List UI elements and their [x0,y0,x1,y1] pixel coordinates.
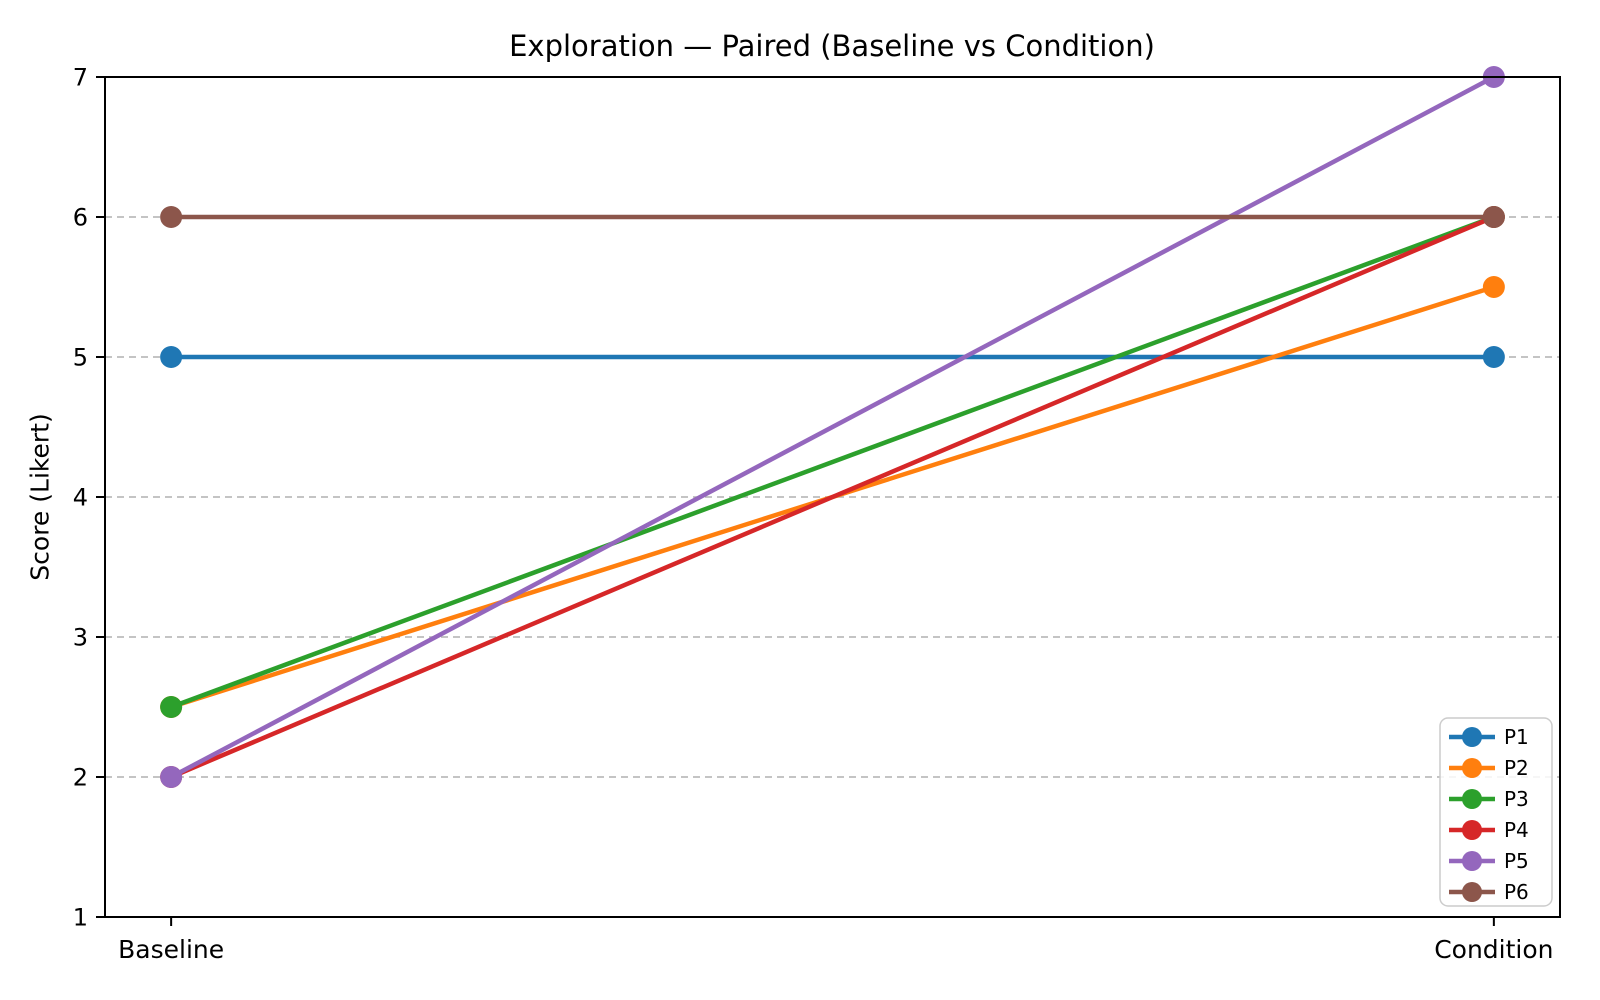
y-tick-label-1: 1 [73,904,88,932]
series-marker-P3-baseline [160,696,183,718]
legend-marker-P4 [1462,820,1482,840]
legend-label-P2: P2 [1504,756,1529,780]
x-tick-label-condition: Condition [1434,935,1553,964]
y-tick-label-2: 2 [73,764,88,792]
series-line-P4 [170,214,1495,780]
series-marker-P1-baseline [160,346,183,368]
legend-label-P6: P6 [1504,880,1529,904]
legend-marker-P5 [1462,851,1482,871]
series-line-P5 [170,75,1495,779]
legend-label-P5: P5 [1504,849,1529,873]
y-tick-label-6: 6 [73,204,88,232]
chart-title: Exploration — Paired (Baseline vs Condit… [509,29,1155,63]
legend-marker-P6 [1462,882,1482,902]
legend [1439,717,1553,907]
legend-label-P3: P3 [1504,787,1529,811]
y-tick-label-5: 5 [73,344,88,372]
y-tick-label-4: 4 [73,484,88,512]
y-tick-label-7: 7 [73,64,88,92]
series-marker-P5-baseline [160,766,183,788]
y-axis-label: Score (Likert) [25,413,55,581]
series-marker-P6-baseline [160,206,183,228]
legend-marker-P3 [1462,789,1482,809]
legend-marker-P2 [1462,758,1482,778]
legend-marker-P1 [1462,727,1482,747]
series-line-P3 [170,214,1495,710]
legend-label-P4: P4 [1504,818,1529,842]
x-tick-label-baseline: Baseline [118,935,224,964]
series-marker-P1-condition [1482,346,1505,368]
series-marker-P2-condition [1482,276,1505,298]
legend-label-P1: P1 [1504,725,1529,749]
series-marker-P6-condition [1482,206,1505,228]
y-tick-label-3: 3 [73,624,88,652]
